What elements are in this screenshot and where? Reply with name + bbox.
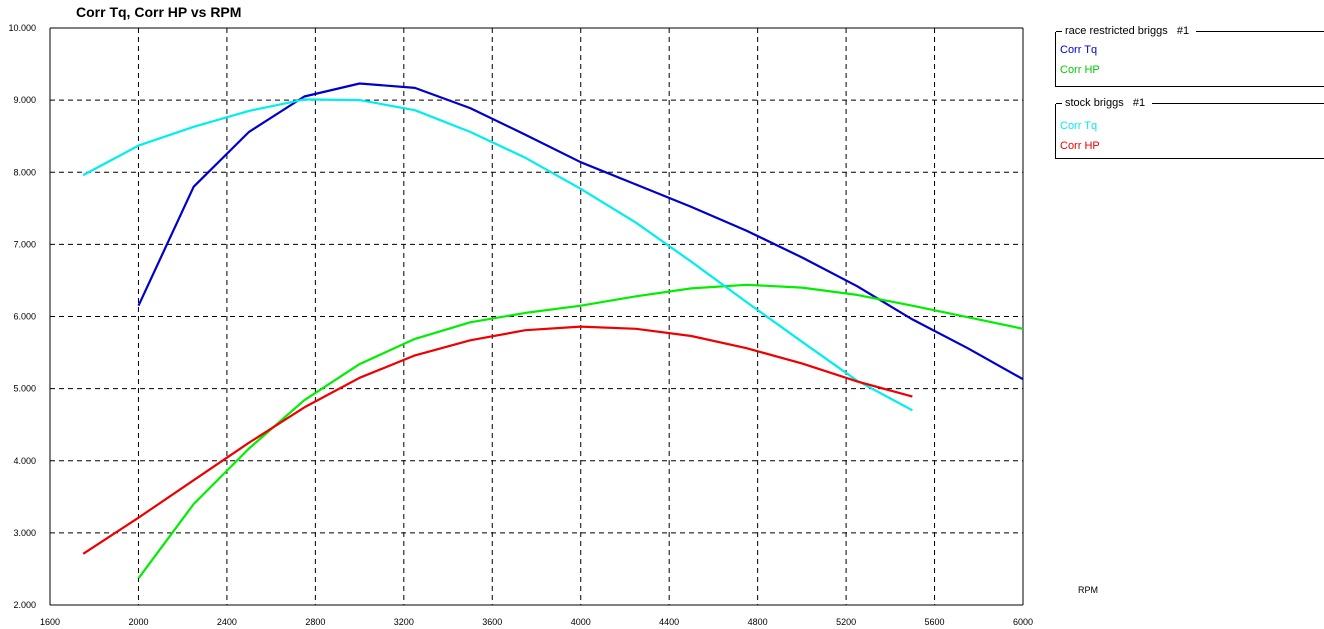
y-tick-label: 5.000 [13, 384, 36, 394]
y-tick-label: 6.000 [13, 312, 36, 322]
x-tick-label: 3200 [394, 617, 414, 627]
legend-entry-corr-hp: Corr HP [1060, 64, 1100, 76]
legend-entry-corr-tq: Corr Tq [1060, 44, 1098, 56]
grid [49, 27, 1024, 606]
legend-group-name: race restricted briggs #1 [1062, 25, 1193, 37]
y-tick-label: 10.000 [8, 23, 36, 33]
legend-group-race-restricted: race restricted briggs #1 Corr Tq Corr H… [1055, 25, 1324, 87]
tick-labels: 1600 2000 2400 2800 3200 3600 4000 4400 4800 5200… [8, 23, 1033, 627]
series-line-race-restricted-briggs-corr-hp [137, 283, 1024, 579]
y-tick-label: 4.000 [13, 456, 36, 466]
x-tick-label: 5600 [925, 617, 945, 627]
x-tick-label: 4800 [748, 617, 768, 627]
y-tick-label: 8.000 [13, 167, 36, 177]
y-tick-label: 3.000 [13, 528, 36, 538]
x-tick-label: 4000 [571, 617, 591, 627]
legend-header: race restricted briggs #1 [1056, 25, 1324, 37]
legend-entry-corr-hp: Corr HP [1060, 140, 1100, 152]
x-tick-label: 1600 [40, 617, 60, 627]
series-line-race-restricted-briggs-corr-tq [137, 82, 1024, 381]
y-tick-label: 2.000 [13, 600, 36, 610]
series-layer [82, 82, 1024, 579]
legend-header: stock briggs #1 [1056, 97, 1324, 109]
x-tick-label: 3600 [482, 617, 502, 627]
x-axis-label: RPM [1078, 585, 1098, 595]
legend-group-stock: stock briggs #1 Corr Tq Corr HP [1055, 97, 1324, 159]
legend-group-name: stock briggs #1 [1062, 97, 1149, 109]
x-tick-label: 4400 [659, 617, 679, 627]
y-tick-label: 7.000 [13, 239, 36, 249]
series-line-stock-briggs-corr-tq [82, 98, 913, 412]
chart-title: Corr Tq, Corr HP vs RPM [76, 4, 241, 20]
x-tick-label: 5200 [836, 617, 856, 627]
x-tick-label: 6000 [1013, 617, 1033, 627]
y-tick-label: 9.000 [13, 95, 36, 105]
legend-entry-corr-tq: Corr Tq [1060, 120, 1098, 132]
x-tick-label: 2800 [305, 617, 325, 627]
x-tick-label: 2400 [217, 617, 237, 627]
x-tick-label: 2000 [128, 617, 148, 627]
series-line-stock-briggs-corr-hp [82, 325, 913, 555]
